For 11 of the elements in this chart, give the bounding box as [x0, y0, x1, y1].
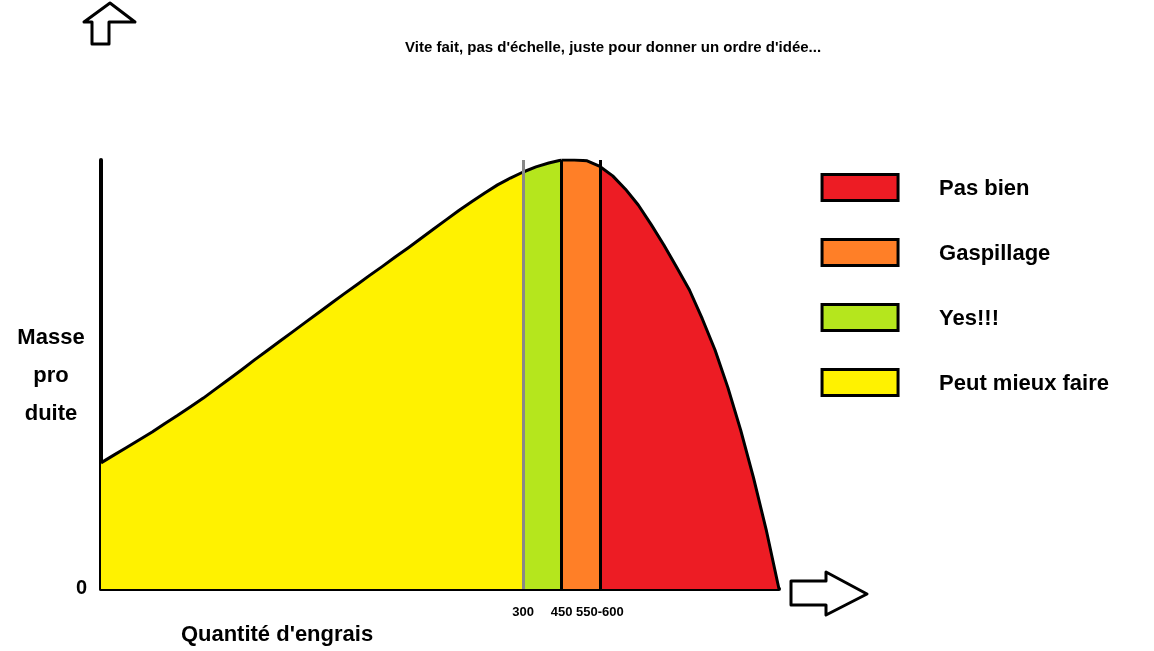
legend-label: Gaspillage [939, 240, 1051, 265]
x-axis-title: Quantité d'engrais [180, 621, 374, 647]
x-tick-label: 550-600 [576, 604, 624, 619]
chart-title: Vite fait, pas d'échelle, juste pour donner un ordre d'idée... [405, 38, 822, 55]
legend-label: Pas bien [939, 175, 1030, 200]
legend-label: Yes!!! [939, 305, 999, 330]
y-axis-title: Masse pro duite [17, 324, 85, 425]
legend-label: Peut mieux faire [939, 370, 1109, 395]
x-tick-label: 300 [512, 604, 534, 619]
x-tick-label: 450 [550, 604, 573, 619]
text: 0 [76, 576, 88, 598]
